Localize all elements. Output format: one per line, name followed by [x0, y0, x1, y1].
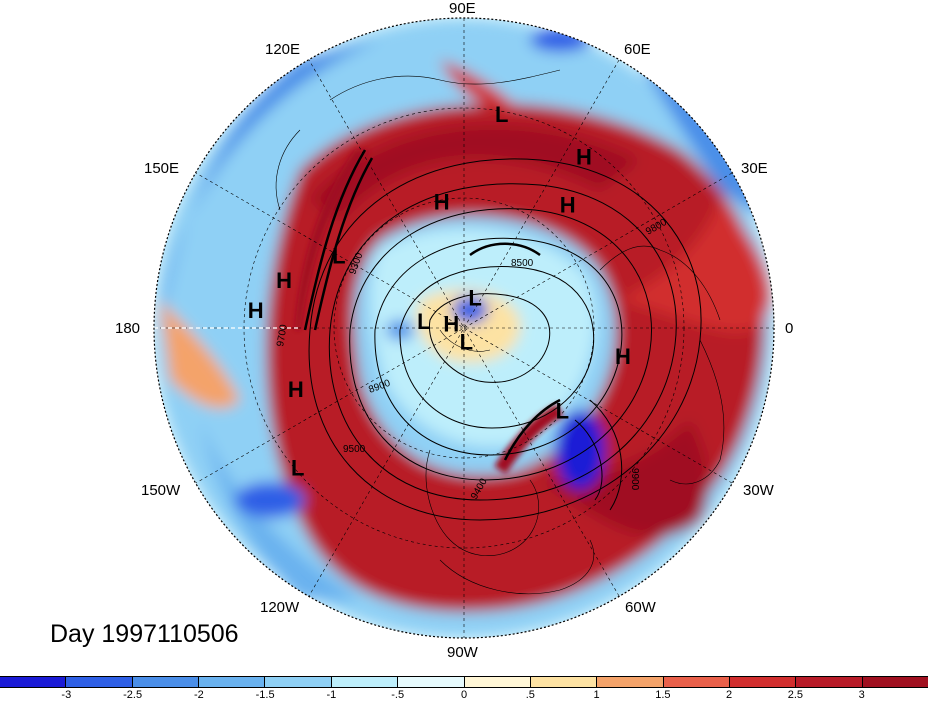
colorbar-swatch	[0, 677, 67, 687]
low-pressure-marker: L	[291, 456, 304, 481]
lon-label-90e: 90E	[449, 0, 476, 17]
high-pressure-marker: H	[288, 377, 304, 402]
map-boundary	[153, 17, 775, 639]
low-pressure-marker: L	[460, 329, 473, 354]
colorbar-tick-label: 0	[460, 689, 468, 701]
low-pressure-marker: L	[495, 102, 508, 127]
map-title: Day 1997110506	[50, 620, 239, 648]
colorbar-swatch	[729, 677, 797, 687]
jet-streaks	[295, 150, 564, 474]
colorbar-swatch	[597, 677, 664, 687]
colorbar-swatch	[132, 677, 200, 687]
colorbar-tick-label: -.5	[391, 689, 405, 701]
lon-label-30e: 30E	[741, 160, 768, 177]
colorbar-tick-label: -1	[326, 689, 337, 701]
colorbar-swatch	[464, 677, 531, 687]
colorbar-swatch	[398, 677, 465, 687]
lon-label-60w: 60W	[625, 599, 656, 616]
colorbar-swatch	[796, 677, 863, 687]
lon-label-150e: 150E	[144, 160, 180, 177]
lon-label-150w: 150W	[141, 482, 181, 499]
colorbar-swatch	[530, 677, 598, 687]
high-pressure-marker: H	[615, 344, 631, 369]
contour-label: 8500	[511, 258, 534, 269]
colorbar-swatch	[663, 677, 730, 687]
lon-label-30w: 30W	[743, 482, 774, 499]
colorbar-tick-label: 3	[858, 689, 865, 701]
graticule	[154, 18, 774, 638]
low-pressure-marker: L	[332, 244, 345, 269]
lon-label-0: 0	[785, 320, 794, 337]
lon-label-180: 180	[115, 320, 141, 337]
colorbar-swatch	[862, 677, 928, 687]
lon-label-120w: 120W	[260, 599, 300, 616]
low-pressure-marker: L	[417, 309, 430, 334]
low-pressure-marker: L	[556, 399, 569, 424]
contour-label: 9900	[629, 468, 640, 491]
lon-label-90w: 90W	[447, 644, 478, 661]
colorbar-tick-label: 1.5	[655, 689, 671, 701]
colorbar-swatch	[66, 677, 133, 687]
contour-label: 9700	[275, 323, 290, 347]
colorbar-tick-label: 1	[593, 689, 600, 701]
colorbar-swatch	[199, 677, 266, 687]
colorbar-tick-label: .5	[525, 689, 535, 701]
low-pressure-marker: L	[468, 285, 481, 310]
colorbar-swatch	[331, 677, 399, 687]
lon-label-120e: 120E	[265, 41, 301, 58]
high-pressure-marker: H	[248, 298, 264, 323]
colorbar	[0, 676, 928, 688]
colorbar-tick-label: -3	[61, 689, 72, 701]
contour-label: 9500	[343, 444, 366, 455]
colorbar-swatch	[265, 677, 332, 687]
high-pressure-marker: H	[443, 311, 459, 336]
colorbar-tick-label: -1.5	[255, 689, 275, 701]
high-pressure-marker: H	[576, 145, 592, 170]
colorbar-tick-label: -2.5	[123, 689, 143, 701]
colorbar-tick-label: 2.5	[787, 689, 804, 701]
high-pressure-marker: H	[434, 190, 450, 215]
high-pressure-marker: H	[276, 268, 292, 293]
colorbar-tick-label: -2	[194, 689, 204, 701]
coastlines	[275, 69, 725, 595]
colorbar-tick-label: 2	[726, 689, 733, 701]
high-pressure-marker: H	[560, 192, 576, 217]
lon-label-60e: 60E	[624, 41, 651, 58]
